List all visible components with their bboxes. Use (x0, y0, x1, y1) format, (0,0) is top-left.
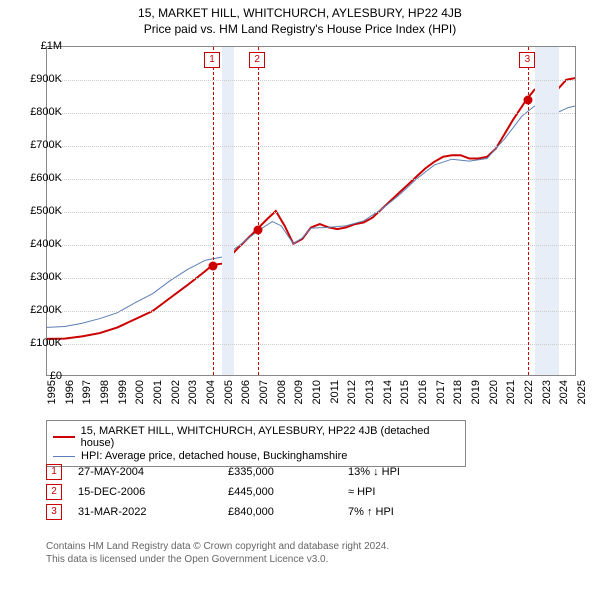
x-axis-label: 1998 (99, 380, 111, 410)
legend-label: 15, MARKET HILL, WHITCHURCH, AYLESBURY, … (81, 425, 459, 449)
x-axis-label: 2019 (470, 380, 482, 410)
event-note: 13% ↓ HPI (348, 466, 468, 478)
gridline (47, 344, 575, 345)
x-axis-label: 2007 (258, 380, 270, 410)
x-axis-label: 2012 (346, 380, 358, 410)
event-row: 2 15-DEC-2006£445,000≈ HPI (46, 484, 576, 500)
footer-line-2: This data is licensed under the Open Gov… (46, 553, 576, 566)
y-axis-label: £200K (30, 304, 62, 316)
gridline (47, 212, 575, 213)
chart-svg (47, 47, 575, 375)
x-axis-label: 2008 (276, 380, 288, 410)
y-axis-label: £1M (41, 40, 62, 52)
x-axis-label: 2010 (311, 380, 323, 410)
y-axis-label: £300K (30, 271, 62, 283)
x-axis-label: 2016 (417, 380, 429, 410)
x-axis-label: 2011 (329, 380, 341, 410)
event-row: 1 27-MAY-2004£335,00013% ↓ HPI (46, 464, 576, 480)
gridline (47, 113, 575, 114)
event-vline (258, 47, 259, 375)
x-axis-label: 2004 (205, 380, 217, 410)
chart-plot-area (46, 46, 576, 376)
event-date: 31-MAR-2022 (78, 506, 228, 518)
x-axis-label: 2024 (558, 380, 570, 410)
legend-item: 15, MARKET HILL, WHITCHURCH, AYLESBURY, … (53, 425, 459, 449)
x-axis-label: 2021 (505, 380, 517, 410)
series-marker (209, 262, 218, 271)
gridline (47, 311, 575, 312)
event-date: 27-MAY-2004 (78, 466, 228, 478)
x-axis-label: 2001 (152, 380, 164, 410)
x-axis-label: 2005 (223, 380, 235, 410)
series-line-property_price (47, 78, 575, 339)
x-axis-label: 1996 (64, 380, 76, 410)
x-axis-label: 2013 (364, 380, 376, 410)
event-callout: 1 (204, 52, 220, 68)
y-axis-label: £800K (30, 106, 62, 118)
x-axis-label: 2017 (435, 380, 447, 410)
chart-subtitle: Price paid vs. HM Land Registry's House … (0, 20, 600, 36)
x-axis-label: 2022 (523, 380, 535, 410)
y-axis-label: £700K (30, 139, 62, 151)
x-axis-label: 2023 (541, 380, 553, 410)
page-container: 15, MARKET HILL, WHITCHURCH, AYLESBURY, … (0, 0, 600, 590)
gridline (47, 278, 575, 279)
event-number: 2 (46, 484, 62, 500)
y-axis-label: £600K (30, 172, 62, 184)
y-axis-label: £500K (30, 205, 62, 217)
y-axis-label: £400K (30, 238, 62, 250)
event-price: £840,000 (228, 506, 348, 518)
footer-line-1: Contains HM Land Registry data © Crown c… (46, 540, 576, 553)
shaded-band (535, 47, 560, 375)
gridline (47, 245, 575, 246)
event-row: 3 31-MAR-2022£840,0007% ↑ HPI (46, 504, 576, 520)
x-axis-label: 2020 (488, 380, 500, 410)
series-marker (254, 226, 263, 235)
footer-text: Contains HM Land Registry data © Crown c… (46, 540, 576, 566)
event-note: 7% ↑ HPI (348, 506, 468, 518)
legend-swatch (53, 436, 75, 438)
shaded-band (222, 47, 234, 375)
x-axis-label: 2000 (134, 380, 146, 410)
x-axis-label: 2009 (293, 380, 305, 410)
gridline (47, 179, 575, 180)
event-vline (213, 47, 214, 375)
gridline (47, 146, 575, 147)
events-list: 1 27-MAY-2004£335,00013% ↓ HPI 2 15-DEC-200… (46, 460, 576, 524)
event-callout: 3 (519, 52, 535, 68)
x-axis-label: 2002 (170, 380, 182, 410)
event-number: 1 (46, 464, 62, 480)
event-price: £445,000 (228, 486, 348, 498)
x-axis-label: 1999 (117, 380, 129, 410)
series-marker (524, 95, 533, 104)
event-number: 3 (46, 504, 62, 520)
x-axis-label: 2003 (187, 380, 199, 410)
x-axis-label: 2025 (576, 380, 588, 410)
event-price: £335,000 (228, 466, 348, 478)
event-note: ≈ HPI (348, 486, 468, 498)
chart-title: 15, MARKET HILL, WHITCHURCH, AYLESBURY, … (0, 0, 600, 20)
x-axis-label: 2014 (382, 380, 394, 410)
y-axis-label: £100K (30, 337, 62, 349)
event-callout: 2 (249, 52, 265, 68)
gridline (47, 80, 575, 81)
x-axis-label: 2006 (240, 380, 252, 410)
series-line-hpi_bucks (47, 106, 575, 327)
x-axis-label: 1997 (81, 380, 93, 410)
x-axis-label: 1995 (46, 380, 58, 410)
x-axis-label: 2015 (399, 380, 411, 410)
x-axis-label: 2018 (452, 380, 464, 410)
event-date: 15-DEC-2006 (78, 486, 228, 498)
y-axis-label: £900K (30, 73, 62, 85)
legend-swatch (53, 456, 75, 457)
